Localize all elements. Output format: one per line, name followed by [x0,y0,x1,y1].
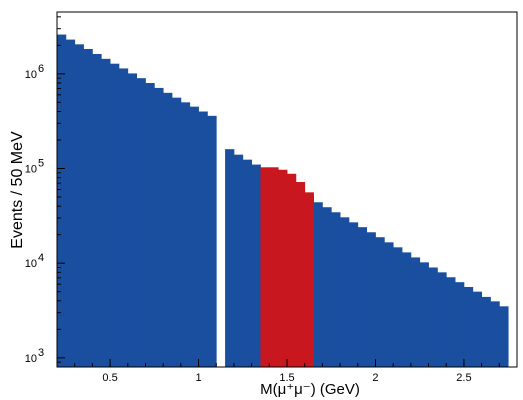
x-tick-label: 1.5 [279,372,294,384]
y-tick-label: 10 [25,258,37,270]
bar [331,212,341,367]
bar [499,306,509,367]
bar [402,252,412,367]
bar [287,173,297,367]
bar [393,247,403,367]
x-axis: 0.5 1 1.5 2 2.5 [74,359,500,384]
bars-layer [57,34,509,368]
bar [251,164,261,367]
x-axis-title: M(μ⁺μ⁻) (GeV) [260,381,360,398]
y-tick-exponent: 4 [38,252,44,264]
bar [472,291,483,367]
bar [278,169,288,367]
y-tick-label: 10 [25,69,37,81]
bar [65,39,76,368]
x-tick-label: 2 [372,372,378,384]
bar [366,232,376,367]
bar [322,207,332,367]
bar [463,287,474,367]
bar [92,54,102,367]
x-tick-label: 1 [195,372,201,384]
bar [428,267,438,367]
bar [437,272,447,367]
x-tick-label: 2.5 [456,372,471,384]
bar [163,92,173,367]
bar [198,111,208,367]
bar [455,282,465,367]
bar [304,192,314,367]
bar [57,34,67,368]
bar [295,182,306,367]
bar [446,277,456,367]
bar [74,44,84,367]
bar [481,296,491,367]
bar [180,102,191,367]
bar [242,159,253,367]
bar [145,83,155,367]
bar [340,217,350,367]
bar [118,68,129,367]
bar [490,301,500,367]
y-tick-exponent: 5 [38,157,44,169]
y-axis-title: Events / 50 MeV [9,131,26,249]
bar [207,115,217,367]
bar [233,154,244,367]
y-tick-label: 10 [25,353,37,365]
bar [225,149,235,367]
bar [136,78,146,368]
bar [357,227,368,367]
bar [154,87,164,368]
bar [269,167,279,367]
bar [189,106,199,367]
bar [83,48,93,368]
y-tick-exponent: 6 [38,63,44,75]
x-tick-label: 0.5 [102,372,117,384]
bar [110,63,120,367]
bar [260,167,270,367]
bar [127,73,138,368]
bar [101,58,111,368]
bar [375,237,385,367]
bar [313,202,323,367]
bar [172,97,182,368]
bar [419,262,429,367]
y-tick-label: 10 [25,163,37,175]
bar [410,257,421,367]
y-tick-exponent: 3 [38,347,44,359]
bar [384,242,394,367]
bar [348,222,359,367]
